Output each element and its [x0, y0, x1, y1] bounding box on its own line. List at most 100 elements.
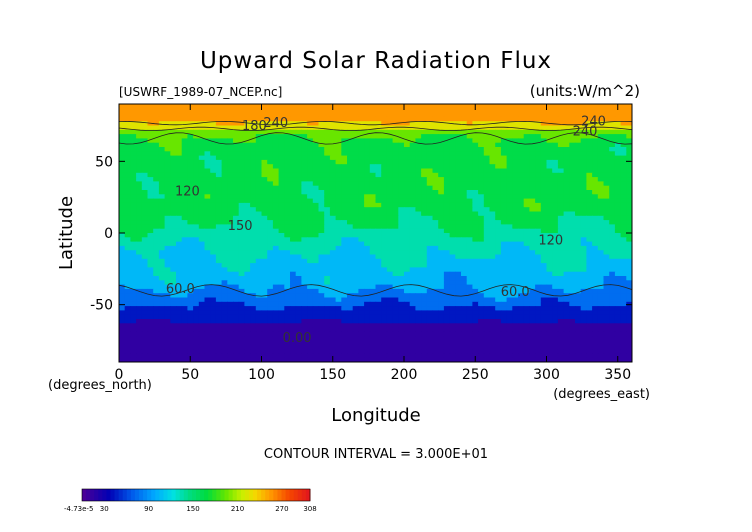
heatmap-cell: [529, 331, 536, 337]
heatmap-cell: [261, 271, 268, 277]
heatmap-cell: [620, 121, 627, 127]
heatmap-cell: [136, 224, 143, 230]
heatmap-cell: [307, 301, 314, 307]
heatmap-cell: [176, 159, 183, 165]
heatmap-cell: [398, 258, 405, 264]
heatmap-cell: [575, 181, 582, 187]
heatmap-cell: [170, 112, 177, 118]
heatmap-cell: [489, 129, 496, 135]
heatmap-cell: [455, 168, 462, 174]
heatmap-cell: [227, 177, 234, 182]
heatmap-cell: [312, 258, 320, 264]
heatmap-cell: [375, 263, 382, 268]
heatmap-cell: [347, 228, 354, 234]
heatmap-cell: [557, 301, 565, 307]
heatmap-cell: [141, 198, 149, 204]
heatmap-cell: [409, 168, 416, 174]
heatmap-cell: [329, 288, 337, 294]
heatmap-cell: [495, 293, 502, 299]
heatmap-cell: [518, 181, 525, 187]
heatmap-cell: [181, 293, 188, 299]
heatmap-cell: [147, 245, 154, 251]
heatmap-cell: [193, 336, 200, 342]
heatmap-cell: [614, 134, 622, 139]
heatmap-cell: [449, 215, 456, 221]
heatmap-cell: [426, 233, 434, 238]
heatmap-cell: [552, 138, 559, 144]
heatmap-cell: [124, 237, 131, 243]
heatmap-cell: [575, 190, 582, 195]
heatmap-cell: [187, 280, 194, 286]
heatmap-cell: [244, 159, 251, 165]
heatmap-cell: [124, 331, 131, 337]
heatmap-cell: [272, 112, 280, 118]
heatmap-cell: [272, 194, 280, 200]
heatmap-cell: [432, 293, 439, 299]
heatmap-cell: [141, 228, 149, 234]
heatmap-cell: [364, 116, 371, 122]
heatmap-cell: [210, 276, 217, 281]
heatmap-cell: [295, 323, 302, 329]
heatmap-cell: [244, 142, 251, 148]
heatmap-cell: [341, 280, 348, 286]
heatmap-cell: [540, 181, 548, 187]
heatmap-cell: [284, 129, 291, 135]
heatmap-cell: [421, 331, 428, 337]
heatmap-cell: [404, 108, 411, 114]
heatmap-cell: [426, 202, 434, 208]
heatmap-cell: [455, 327, 462, 333]
heatmap-cell: [392, 177, 399, 182]
heatmap-cell: [546, 293, 553, 299]
heatmap-cell: [455, 245, 462, 251]
heatmap-cell: [620, 258, 627, 264]
heatmap-cell: [364, 125, 371, 131]
heatmap-cell: [626, 151, 632, 157]
heatmap-cell: [426, 172, 434, 178]
heatmap-cell: [158, 271, 166, 277]
heatmap-cell: [483, 202, 491, 208]
heatmap-cell: [478, 297, 485, 303]
heatmap-cell: [244, 301, 251, 307]
heatmap-cell: [215, 250, 223, 256]
heatmap-cell: [369, 224, 377, 230]
heatmap-cell: [329, 258, 337, 264]
heatmap-cell: [124, 172, 131, 178]
heatmap-cell: [409, 293, 416, 299]
heatmap-cell: [301, 177, 308, 182]
heatmap-cell: [580, 301, 587, 307]
heatmap-cell: [147, 336, 154, 342]
heatmap-cell: [244, 288, 251, 294]
heatmap-cell: [312, 129, 320, 135]
heatmap-cell: [255, 250, 263, 256]
heatmap-cell: [238, 112, 245, 118]
heatmap-cell: [375, 271, 382, 277]
heatmap-cell: [261, 241, 268, 247]
heatmap-cell: [443, 185, 451, 191]
heatmap-cell: [375, 233, 382, 238]
heatmap-cell: [415, 301, 422, 307]
heatmap-cell: [267, 314, 274, 320]
heatmap-cell: [386, 159, 394, 165]
heatmap-cell: [307, 258, 314, 264]
heatmap-cell: [523, 168, 530, 174]
heatmap-cell: [233, 228, 240, 234]
heatmap-cell: [369, 134, 377, 139]
heatmap-cell: [278, 306, 285, 311]
heatmap-cell: [341, 293, 348, 299]
heatmap-cell: [215, 271, 223, 277]
heatmap-cell: [153, 336, 160, 342]
heatmap-cell: [421, 172, 428, 178]
heatmap-cell: [614, 211, 622, 217]
heatmap-cell: [392, 280, 399, 286]
heatmap-cell: [478, 228, 485, 234]
heatmap-cell: [575, 112, 582, 118]
heatmap-cell: [381, 108, 388, 114]
heatmap-cell: [335, 134, 342, 139]
heatmap-cell: [569, 314, 576, 320]
heatmap-cell: [369, 168, 377, 174]
heatmap-cell: [347, 104, 354, 109]
heatmap-cell: [164, 125, 171, 131]
heatmap-cell: [198, 112, 206, 118]
heatmap-cell: [352, 134, 359, 139]
heatmap-cell: [415, 245, 422, 251]
